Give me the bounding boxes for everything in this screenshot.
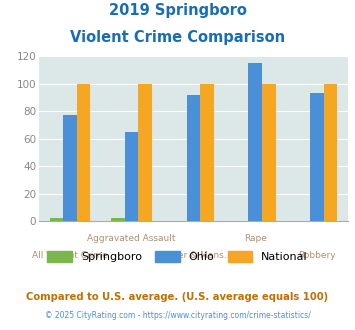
Bar [262,83,275,221]
Text: Murder & Mans...: Murder & Mans... [155,251,232,260]
Text: © 2025 CityRating.com - https://www.cityrating.com/crime-statistics/: © 2025 CityRating.com - https://www.city… [45,311,310,320]
Bar [63,115,77,221]
Bar [125,132,138,221]
Bar [324,83,337,221]
Bar [50,218,63,221]
Bar [77,83,90,221]
Text: Rape: Rape [244,234,267,243]
Bar [111,218,125,221]
Text: 2019 Springboro: 2019 Springboro [109,3,246,18]
Text: Violent Crime Comparison: Violent Crime Comparison [70,30,285,45]
Bar [310,93,324,221]
Legend: Springboro, Ohio, National: Springboro, Ohio, National [43,247,312,267]
Text: Aggravated Assault: Aggravated Assault [87,234,176,243]
Text: All Violent Crime: All Violent Crime [32,251,108,260]
Bar [187,95,200,221]
Bar [138,83,152,221]
Text: Robbery: Robbery [298,251,336,260]
Bar [200,83,214,221]
Text: Compared to U.S. average. (U.S. average equals 100): Compared to U.S. average. (U.S. average … [26,292,329,302]
Bar [248,63,262,221]
